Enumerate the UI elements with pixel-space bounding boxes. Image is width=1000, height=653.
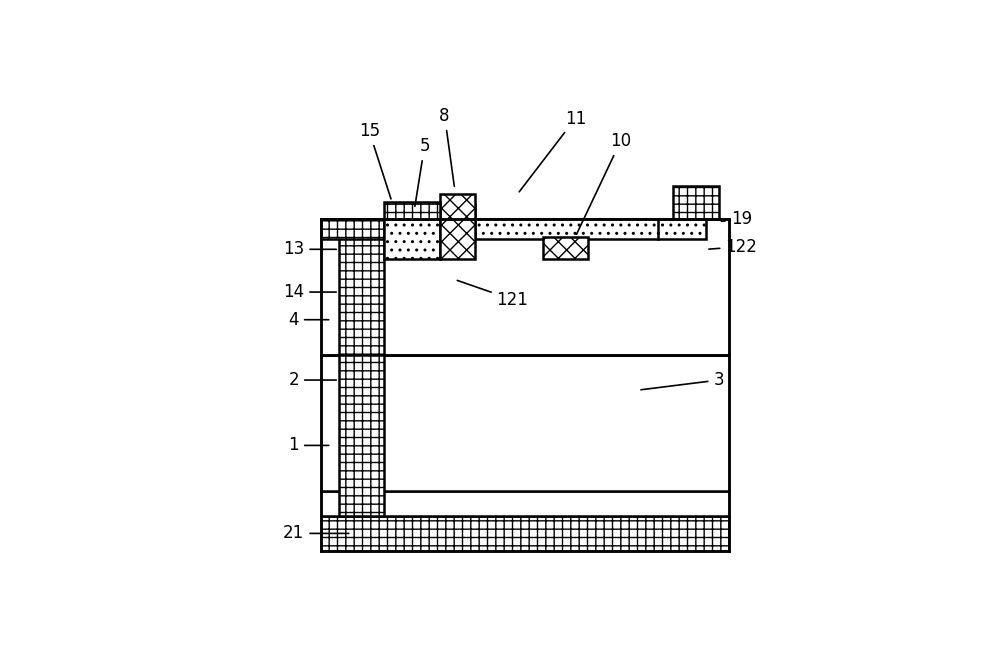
Text: 21: 21 — [283, 524, 349, 543]
Text: 5: 5 — [415, 137, 430, 206]
Text: 13: 13 — [283, 240, 336, 259]
Bar — [321, 219, 729, 355]
Bar — [339, 219, 384, 516]
Text: 4: 4 — [289, 311, 329, 328]
Text: 3: 3 — [641, 371, 724, 390]
Bar — [673, 187, 719, 219]
Text: 19: 19 — [721, 210, 752, 228]
Text: 2: 2 — [288, 371, 336, 389]
Bar — [475, 219, 706, 239]
Bar — [440, 194, 475, 219]
Bar — [440, 204, 475, 259]
Polygon shape — [387, 219, 440, 239]
Bar — [384, 202, 440, 219]
Bar — [543, 237, 588, 259]
Bar — [384, 219, 440, 259]
Text: 122: 122 — [709, 238, 757, 256]
Bar — [321, 355, 729, 490]
Text: 15: 15 — [359, 122, 391, 199]
Text: 121: 121 — [457, 280, 528, 309]
Bar — [321, 490, 729, 516]
Text: 11: 11 — [519, 110, 586, 192]
Text: 8: 8 — [439, 107, 454, 186]
Bar — [321, 516, 729, 551]
Text: 1: 1 — [288, 436, 329, 454]
Text: 14: 14 — [283, 283, 336, 301]
Text: 10: 10 — [577, 132, 631, 234]
Bar — [321, 219, 384, 239]
